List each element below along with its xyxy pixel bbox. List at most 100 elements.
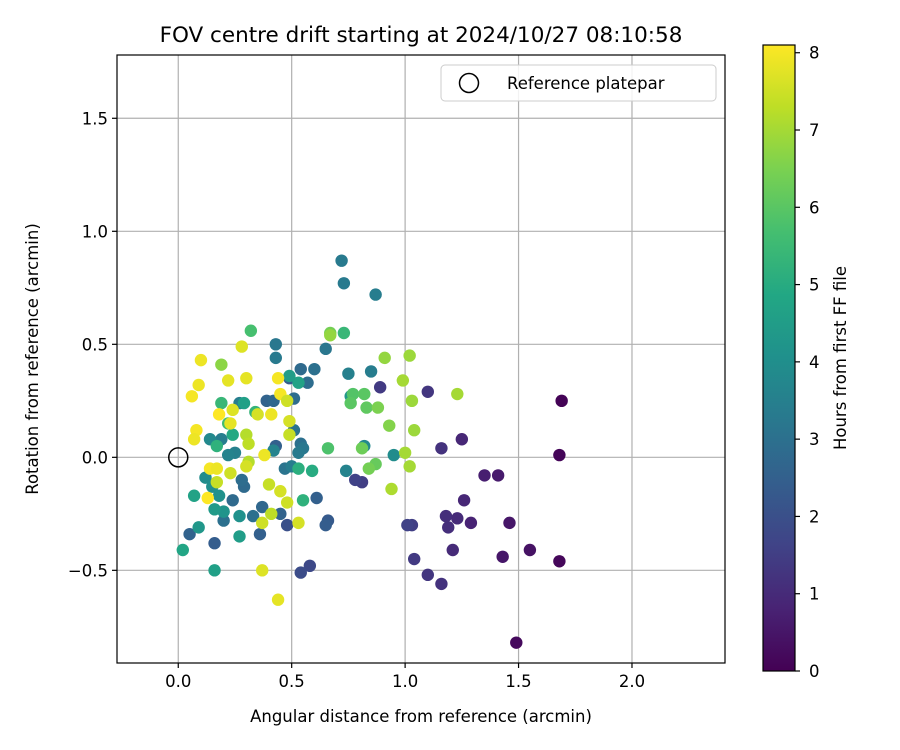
data-point bbox=[244, 324, 258, 337]
data-point bbox=[192, 521, 205, 534]
data-point bbox=[215, 396, 228, 410]
data-point bbox=[215, 358, 228, 371]
data-point bbox=[383, 419, 396, 432]
colorbar-tick-label: 0 bbox=[809, 662, 820, 681]
data-point bbox=[294, 362, 307, 376]
x-tick-label: 2.0 bbox=[619, 672, 645, 691]
data-point bbox=[442, 521, 455, 534]
x-axis-ticks: 0.0 0.5 1.0 1.5 2.0 bbox=[165, 663, 645, 691]
data-point bbox=[303, 559, 317, 573]
data-point bbox=[310, 491, 323, 505]
colorbar-tick-label: 7 bbox=[809, 121, 820, 140]
data-point bbox=[451, 387, 464, 401]
colorbar-frame bbox=[762, 44, 796, 672]
data-point bbox=[439, 509, 453, 523]
data-point bbox=[258, 448, 271, 462]
data-point bbox=[396, 374, 410, 387]
colorbar-tick-label: 8 bbox=[809, 44, 820, 63]
data-point bbox=[262, 478, 276, 491]
data-point bbox=[240, 460, 253, 473]
x-tick-label: 1.5 bbox=[505, 672, 531, 691]
data-point bbox=[308, 362, 321, 376]
y-tick-label: 1.5 bbox=[82, 109, 108, 128]
data-point bbox=[342, 367, 355, 380]
data-point bbox=[319, 342, 332, 356]
data-point bbox=[255, 500, 269, 514]
data-point bbox=[212, 408, 226, 421]
data-point bbox=[274, 507, 287, 521]
x-axis-label: Angular distance from reference (arcmin) bbox=[250, 707, 592, 726]
data-point bbox=[210, 475, 224, 489]
x-tick-label: 0.5 bbox=[279, 672, 305, 691]
data-point bbox=[292, 376, 305, 389]
data-point bbox=[269, 338, 283, 351]
data-point bbox=[226, 428, 239, 441]
colorbar-tick-label: 4 bbox=[809, 353, 820, 372]
data-point bbox=[510, 636, 523, 649]
data-point bbox=[280, 394, 294, 408]
y-tick-label: 1.0 bbox=[82, 222, 108, 241]
data-point bbox=[457, 494, 471, 507]
data-point bbox=[187, 433, 201, 446]
data-point bbox=[337, 277, 351, 290]
data-point bbox=[226, 403, 239, 417]
grid bbox=[117, 55, 725, 663]
x-tick-label: 1.0 bbox=[392, 672, 418, 691]
data-point bbox=[235, 340, 248, 353]
data-point bbox=[208, 503, 221, 516]
data-point bbox=[217, 514, 230, 527]
data-point bbox=[265, 507, 278, 521]
data-point bbox=[324, 329, 337, 342]
data-point bbox=[349, 473, 362, 487]
data-point bbox=[253, 527, 267, 541]
data-point bbox=[271, 372, 285, 385]
data-point bbox=[194, 353, 208, 367]
data-point bbox=[237, 396, 251, 410]
data-point bbox=[403, 349, 416, 362]
data-point bbox=[503, 516, 516, 530]
data-point bbox=[283, 428, 296, 441]
data-point bbox=[407, 423, 421, 437]
data-point bbox=[292, 462, 305, 475]
colorbar-gradient bbox=[763, 45, 795, 671]
data-point bbox=[335, 254, 348, 267]
colorbar-tick-label: 2 bbox=[809, 507, 820, 526]
data-point bbox=[339, 464, 353, 478]
data-point bbox=[187, 489, 201, 502]
data-point bbox=[283, 369, 296, 383]
colorbar-tick-label: 6 bbox=[809, 198, 820, 217]
colorbar-label: Hours from first FF file bbox=[831, 266, 850, 450]
data-point bbox=[319, 518, 332, 532]
data-point bbox=[360, 401, 373, 414]
y-axis-label: Rotation from reference (arcmin) bbox=[23, 223, 42, 495]
data-point bbox=[371, 401, 385, 414]
data-point bbox=[369, 288, 382, 301]
data-point bbox=[401, 518, 414, 532]
data-point bbox=[292, 446, 305, 459]
data-point bbox=[337, 326, 351, 340]
data-point bbox=[271, 593, 285, 606]
data-point bbox=[212, 489, 226, 502]
data-point bbox=[478, 469, 491, 482]
x-tick-label: 0.0 bbox=[165, 672, 191, 691]
data-point bbox=[224, 417, 237, 430]
data-point bbox=[358, 387, 371, 401]
legend-box bbox=[440, 64, 717, 102]
data-point bbox=[246, 509, 260, 523]
data-point bbox=[496, 550, 509, 563]
legend-label-reference: Reference platepar bbox=[507, 74, 665, 93]
colorbar-ticks: 0 1 2 3 4 5 6 7 8 bbox=[795, 44, 820, 681]
data-point bbox=[176, 543, 189, 557]
data-point bbox=[523, 543, 537, 557]
data-point bbox=[251, 408, 264, 421]
colorbar-tick-label: 3 bbox=[809, 430, 820, 449]
data-point bbox=[305, 464, 319, 478]
data-point bbox=[344, 396, 357, 410]
data-point bbox=[405, 394, 419, 408]
reference-platepar-marker bbox=[168, 447, 189, 468]
data-point bbox=[185, 390, 199, 403]
data-point bbox=[183, 527, 196, 541]
chart-title: FOV centre drift starting at 2024/10/27 … bbox=[160, 23, 683, 48]
colorbar-tick-label: 1 bbox=[809, 585, 820, 604]
